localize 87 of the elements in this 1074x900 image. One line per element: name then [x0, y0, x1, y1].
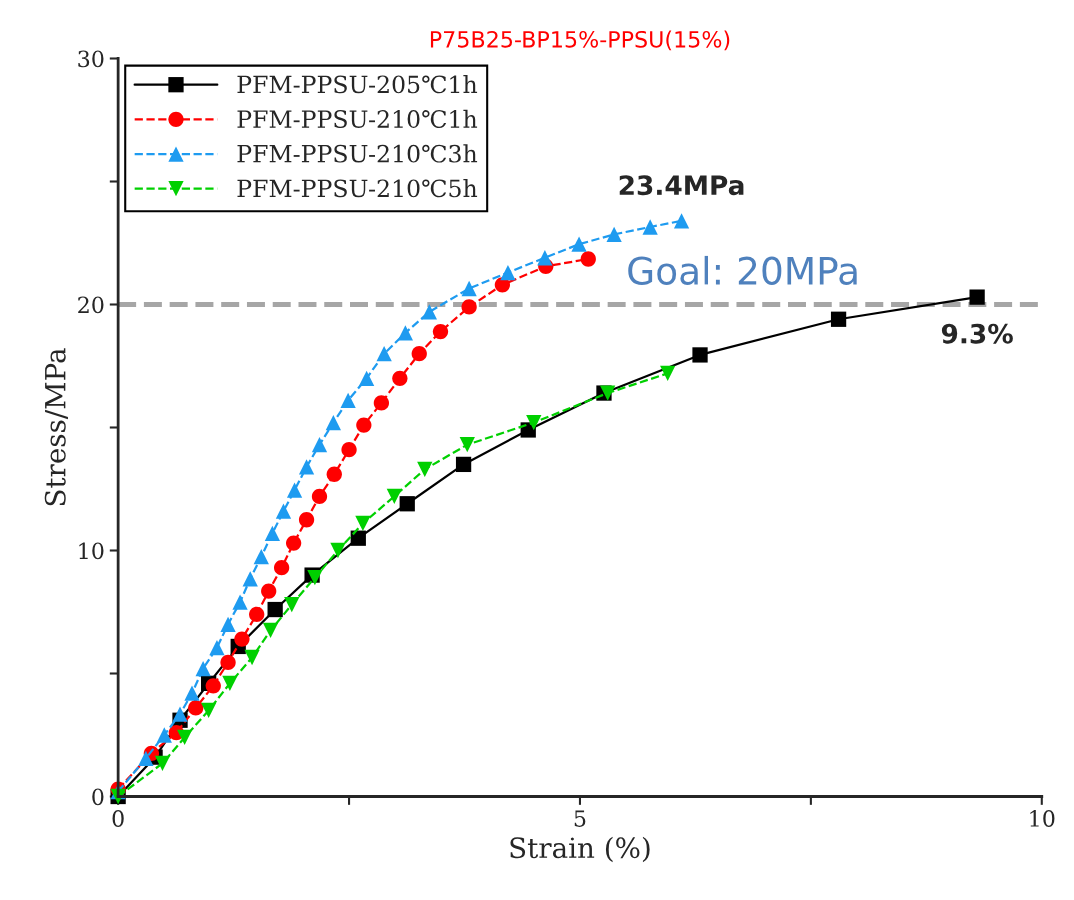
- point: [222, 675, 238, 691]
- point: [392, 370, 408, 386]
- y-tick-label: 0: [92, 788, 104, 806]
- point: [692, 347, 708, 363]
- point: [326, 466, 342, 482]
- y-axis-title: Stress/MPa: [44, 348, 68, 506]
- point: [311, 437, 328, 453]
- point: [399, 496, 415, 512]
- point: [205, 678, 221, 694]
- point: [220, 654, 236, 671]
- point: [298, 512, 315, 528]
- point: [350, 530, 366, 546]
- point: [184, 685, 200, 701]
- point: [500, 264, 516, 281]
- point: [355, 515, 371, 532]
- chart-title: P75B25-BP15%-PPSU(15%): [430, 30, 730, 51]
- point: [830, 311, 847, 327]
- point: [242, 571, 258, 587]
- point: [244, 649, 260, 666]
- point: [298, 459, 315, 475]
- point: [325, 414, 341, 431]
- point: [138, 750, 154, 767]
- x-tick-label: 10: [1030, 810, 1055, 827]
- point: [600, 385, 616, 401]
- point: [154, 755, 171, 771]
- point: [660, 365, 676, 382]
- point: [356, 417, 372, 433]
- legend-label: PFM-PPSU-210℃1h: [237, 109, 478, 128]
- legend-label: PFM-PPSU-210℃5h: [237, 179, 478, 198]
- annotation: 23.4MPa: [619, 175, 744, 196]
- point: [201, 702, 217, 719]
- point: [455, 456, 472, 473]
- point: [417, 461, 433, 477]
- point: [397, 325, 414, 341]
- x-axis-title: Strain (%): [510, 836, 650, 863]
- point: [461, 280, 477, 297]
- point: [526, 414, 542, 431]
- point: [580, 251, 596, 267]
- point: [234, 631, 250, 647]
- point: [249, 606, 265, 623]
- point: [494, 277, 511, 293]
- point: [421, 304, 438, 320]
- y-tick-label: 10: [79, 542, 104, 560]
- y-tick-label: 20: [78, 296, 104, 314]
- point: [358, 370, 375, 386]
- point: [341, 442, 357, 458]
- point: [537, 250, 553, 266]
- point: [253, 549, 269, 565]
- point: [373, 395, 390, 411]
- point: [571, 236, 587, 252]
- point: [286, 482, 303, 498]
- point: [461, 299, 477, 315]
- point: [386, 488, 402, 505]
- point: [969, 289, 985, 305]
- y-tick-label: 30: [78, 50, 104, 68]
- point: [267, 601, 283, 618]
- x-tick-label: 5: [574, 810, 586, 827]
- point: [284, 596, 300, 613]
- x-tick-label: 0: [112, 810, 124, 827]
- point: [411, 346, 427, 362]
- point: [261, 583, 277, 599]
- point: [232, 594, 248, 610]
- point: [195, 660, 211, 677]
- point: [285, 535, 302, 551]
- legend-label: PFM-PPSU-205℃1h: [237, 75, 478, 94]
- point: [264, 525, 281, 541]
- point: [459, 437, 475, 453]
- point: [273, 560, 290, 576]
- point: [673, 213, 690, 229]
- point: [311, 488, 328, 505]
- point: [188, 700, 204, 716]
- point: [209, 640, 225, 656]
- point: [606, 226, 622, 243]
- point: [262, 622, 279, 639]
- point: [642, 219, 658, 235]
- point: [330, 542, 346, 559]
- point: [177, 729, 193, 746]
- ref-line-label: Goal: 20MPa: [628, 255, 857, 285]
- point: [220, 616, 236, 632]
- point: [172, 706, 188, 722]
- point: [432, 323, 449, 340]
- point: [156, 727, 172, 743]
- point: [340, 392, 356, 409]
- annotation: 9.3%: [941, 323, 1013, 344]
- point: [376, 346, 392, 362]
- point: [275, 503, 292, 519]
- legend-label: PFM-PPSU-210℃3h: [237, 144, 478, 163]
